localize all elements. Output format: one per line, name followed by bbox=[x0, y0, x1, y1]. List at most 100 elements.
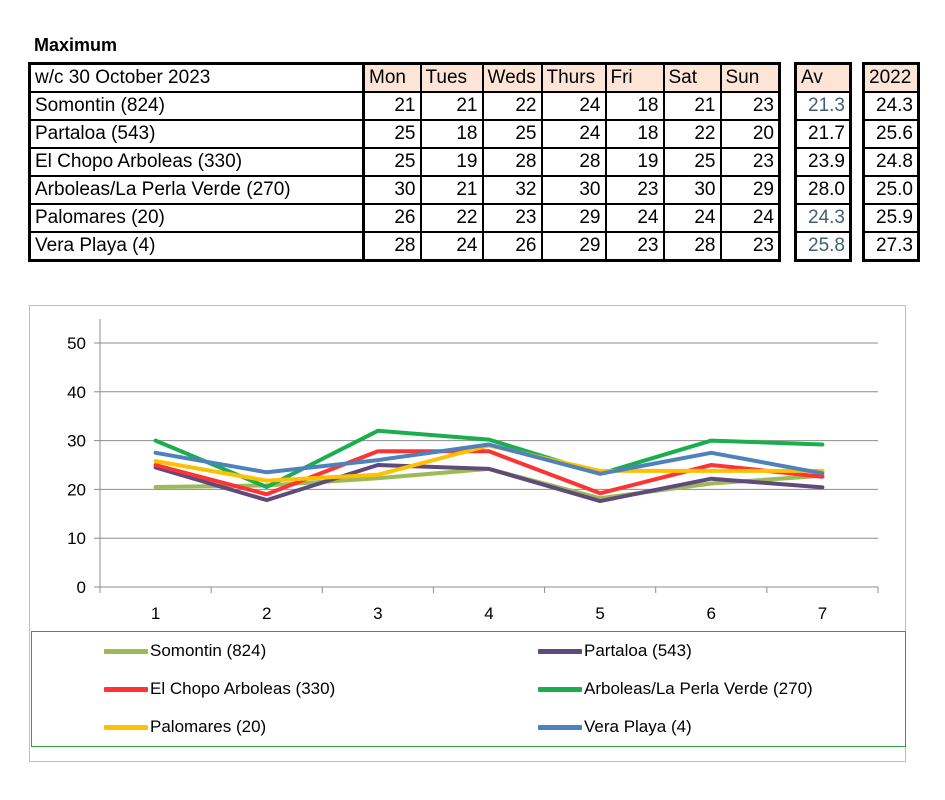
location-name: Partaloa (543) bbox=[28, 119, 365, 149]
temperature-value: 22 bbox=[662, 119, 722, 149]
temperature-value: 22 bbox=[419, 203, 484, 233]
page-title: Maximum bbox=[34, 35, 118, 55]
temperature-value: 25 bbox=[481, 119, 543, 149]
legend-label: Partaloa (543) bbox=[584, 641, 692, 660]
temperature-value: 18 bbox=[419, 119, 484, 149]
temperature-value: 21 bbox=[419, 91, 484, 121]
temperature-value: 24 bbox=[719, 203, 781, 233]
series-line-6 bbox=[153, 442, 825, 476]
temperature-value: 22 bbox=[481, 91, 543, 121]
temperature-value: 21 bbox=[662, 91, 722, 121]
temperature-value: 28 bbox=[540, 147, 607, 177]
temperature-value: 29 bbox=[719, 175, 781, 205]
x-tick-label: 5 bbox=[595, 604, 604, 623]
x-tick-label: 4 bbox=[484, 604, 493, 623]
temperature-value: 24 bbox=[540, 119, 607, 149]
average-value: 28.0 bbox=[794, 175, 852, 205]
temperature-value: 30 bbox=[362, 175, 422, 205]
average-value: 24.3 bbox=[794, 203, 852, 233]
av-header: Av bbox=[794, 62, 852, 93]
location-name: Arboleas/La Perla Verde (270) bbox=[28, 175, 365, 205]
series-line-3 bbox=[153, 449, 825, 497]
temperature-value: 23 bbox=[719, 91, 781, 121]
temperature-value: 18 bbox=[604, 91, 665, 121]
temperature-value: 23 bbox=[481, 203, 543, 233]
legend-swatch bbox=[104, 687, 148, 692]
legend-label: Arboleas/La Perla Verde (270) bbox=[584, 679, 813, 698]
average-table: Av 21.3 21.7 23.9 28.0 24.3 25.8 bbox=[794, 62, 852, 262]
temperature-value: 24 bbox=[662, 203, 722, 233]
temperature-value: 24 bbox=[419, 231, 484, 262]
y-tick-label: 0 bbox=[77, 578, 86, 597]
temperature-value: 25 bbox=[662, 147, 722, 177]
year-2022-value: 24.3 bbox=[862, 91, 920, 121]
temperature-value: 21 bbox=[362, 91, 422, 121]
year-2022-value: 24.8 bbox=[862, 147, 920, 177]
average-value: 21.3 bbox=[794, 91, 852, 121]
legend-swatch bbox=[538, 725, 582, 730]
temperature-value: 28 bbox=[362, 231, 422, 262]
legend-swatch bbox=[538, 649, 582, 654]
year-2022-value: 25.9 bbox=[862, 203, 920, 233]
average-value: 21.7 bbox=[794, 119, 852, 149]
legend-swatch bbox=[538, 687, 582, 692]
temperature-value: 24 bbox=[540, 91, 607, 121]
location-name: Vera Playa (4) bbox=[28, 231, 365, 262]
chart-legend: Somontin (824) Partaloa (543) El Chopo Arb… bbox=[31, 631, 906, 747]
average-value: 25.8 bbox=[794, 231, 852, 262]
year-2022-value: 25.6 bbox=[862, 119, 920, 149]
location-name: El Chopo Arboleas (330) bbox=[28, 147, 365, 177]
table-header-row: w/c 30 October 2023 Mon Tues Weds Thurs Fri Sa… bbox=[28, 62, 781, 93]
average-value: 23.9 bbox=[794, 147, 852, 177]
temperature-table: w/c 30 October 2023 Mon Tues Weds Thurs Fri Sa… bbox=[28, 62, 781, 262]
legend-label: Palomares (20) bbox=[150, 717, 267, 736]
temperature-value: 26 bbox=[362, 203, 422, 233]
temperature-value: 28 bbox=[662, 231, 722, 262]
legend-swatch bbox=[104, 725, 148, 730]
location-name: Palomares (20) bbox=[28, 203, 365, 233]
series-line-4 bbox=[153, 428, 825, 489]
temperature-value: 20 bbox=[719, 119, 781, 149]
y-tick-label: 40 bbox=[67, 383, 86, 402]
x-tick-label: 7 bbox=[818, 604, 827, 623]
y-tick-label: 50 bbox=[67, 334, 86, 353]
y-tick-label: 30 bbox=[67, 432, 86, 451]
x-tick-label: 6 bbox=[707, 604, 716, 623]
temperature-value: 30 bbox=[662, 175, 722, 205]
y-tick-label: 10 bbox=[67, 529, 86, 548]
day-header-fri: Fri bbox=[604, 62, 665, 93]
temperature-value: 32 bbox=[481, 175, 543, 205]
table-row: Arboleas/La Perla Verde (270) 30 21 32 30 23 3… bbox=[28, 175, 781, 205]
table-row: Partaloa (543) 25 18 25 24 18 22 20 bbox=[28, 119, 781, 149]
temperature-value: 28 bbox=[481, 147, 543, 177]
legend-swatch bbox=[104, 649, 148, 654]
temperature-value: 26 bbox=[481, 231, 543, 262]
x-tick-label: 1 bbox=[151, 604, 160, 623]
temperature-value: 19 bbox=[604, 147, 665, 177]
legend-label: El Chopo Arboleas (330) bbox=[150, 679, 336, 698]
temperature-value: 25 bbox=[362, 147, 422, 177]
temperature-value: 29 bbox=[540, 203, 607, 233]
legend-label: Somontin (824) bbox=[150, 641, 267, 660]
table-row: Palomares (20) 26 22 23 29 24 24 24 bbox=[28, 203, 781, 233]
year-2022-value: 27.3 bbox=[862, 231, 920, 262]
year-2022-value: 25.0 bbox=[862, 175, 920, 205]
year-2022-table: 2022 24.3 25.6 24.8 25.0 25.9 27.3 bbox=[862, 62, 920, 262]
location-name: Somontin (824) bbox=[28, 91, 365, 121]
x-tick-label: 3 bbox=[373, 604, 382, 623]
temperature-value: 21 bbox=[419, 175, 484, 205]
temperature-value: 25 bbox=[362, 119, 422, 149]
temperature-value: 23 bbox=[604, 175, 665, 205]
chart-plot: 0 10 20 30 40 50 1 2 3 4 5 6 7 bbox=[67, 319, 879, 623]
temperature-value: 29 bbox=[540, 231, 607, 262]
temperature-value: 19 bbox=[419, 147, 484, 177]
table-row: Somontin (824) 21 21 22 24 18 21 23 bbox=[28, 91, 781, 121]
week-label: w/c 30 October 2023 bbox=[28, 62, 365, 93]
x-tick-label: 2 bbox=[262, 604, 271, 623]
year-header: 2022 bbox=[862, 62, 920, 93]
temperature-value: 23 bbox=[719, 231, 781, 262]
temperature-value: 30 bbox=[540, 175, 607, 205]
series-line-2 bbox=[153, 463, 825, 504]
temperature-value: 24 bbox=[604, 203, 665, 233]
temperature-value: 23 bbox=[604, 231, 665, 262]
